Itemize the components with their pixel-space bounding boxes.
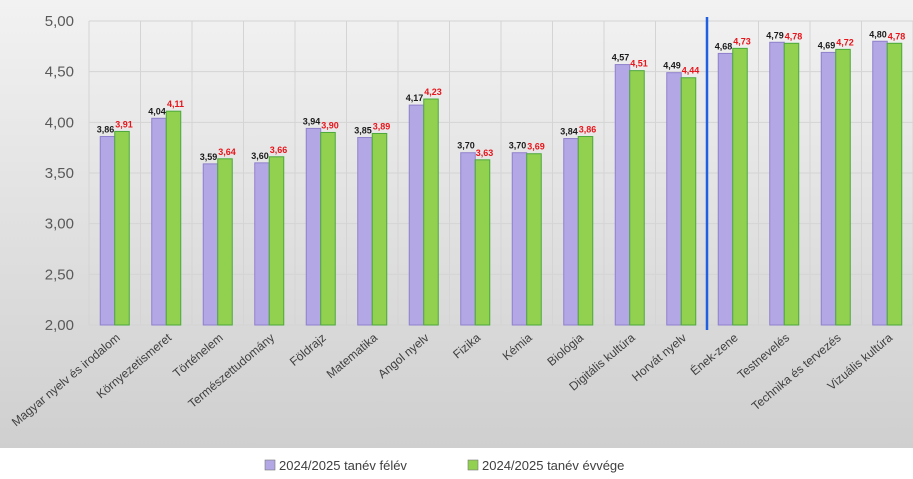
y-tick-label: 3,00 <box>45 216 74 233</box>
data-label-felev: 4,68 <box>715 41 733 51</box>
y-tick-label: 2,50 <box>45 266 74 283</box>
data-label-felev: 3,60 <box>251 151 269 161</box>
data-label-felev: 3,84 <box>560 127 578 137</box>
data-label-felev: 3,70 <box>457 141 475 151</box>
data-label-evvege: 4,11 <box>167 99 184 109</box>
data-label-evvege: 3,64 <box>218 147 236 157</box>
bar-evvege <box>423 98 439 326</box>
legend-item-felev: 2024/2025 tanév félév <box>279 458 407 473</box>
data-label-felev: 4,79 <box>766 30 784 40</box>
data-label-evvege: 3,66 <box>270 145 288 155</box>
y-tick-label: 4,00 <box>45 114 74 131</box>
bar-evvege <box>217 158 233 326</box>
bar-felev <box>511 152 528 326</box>
legend-swatch <box>467 459 479 471</box>
bar-evvege <box>526 153 542 326</box>
data-label-felev: 3,59 <box>200 152 218 162</box>
data-label-felev: 4,04 <box>148 106 166 116</box>
legend-swatch <box>264 459 276 471</box>
data-label-felev: 4,49 <box>663 61 681 71</box>
bar-evvege <box>732 47 748 326</box>
bar-evvege <box>165 110 182 326</box>
bar-felev <box>769 41 785 326</box>
bar-evvege <box>783 42 800 326</box>
bar-felev <box>820 51 837 326</box>
data-label-evvege: 3,63 <box>476 148 494 158</box>
data-label-felev: 3,70 <box>509 141 527 151</box>
bar-evvege <box>886 42 903 326</box>
data-label-felev: 3,85 <box>354 126 372 136</box>
bar-evvege <box>371 132 388 326</box>
legend-item-evvege: 2024/2025 tanév évvége <box>482 458 624 473</box>
data-label-evvege: 4,78 <box>888 31 906 41</box>
bar-evvege <box>629 70 645 326</box>
y-tick-label: 5,00 <box>45 13 74 30</box>
data-label-felev: 4,57 <box>612 53 630 63</box>
bar-felev <box>202 163 219 326</box>
data-label-evvege: 4,72 <box>836 37 854 47</box>
bar-felev <box>717 52 734 326</box>
bar-evvege <box>268 156 285 326</box>
y-tick-label: 4,50 <box>45 64 74 81</box>
bar-felev <box>666 72 682 326</box>
bar-evvege <box>320 131 336 326</box>
data-label-felev: 4,80 <box>869 29 887 39</box>
bar-felev <box>460 152 476 326</box>
bar-felev <box>305 127 322 326</box>
data-label-felev: 4,69 <box>818 40 836 50</box>
data-label-evvege: 4,73 <box>733 36 751 46</box>
bar-felev <box>151 117 167 326</box>
data-label-evvege: 3,69 <box>527 142 545 152</box>
bar-evvege <box>114 130 130 326</box>
data-label-evvege: 4,44 <box>682 66 700 76</box>
bar-evvege <box>680 77 697 326</box>
bar-evvege <box>835 48 851 326</box>
bar-evvege <box>474 159 491 326</box>
data-label-evvege: 3,89 <box>373 121 391 131</box>
bar-felev <box>408 104 425 326</box>
bar-felev <box>254 162 270 326</box>
bar-felev <box>872 40 888 326</box>
data-label-felev: 3,94 <box>303 116 321 126</box>
data-label-evvege: 4,51 <box>630 59 648 69</box>
data-label-felev: 4,17 <box>406 93 424 103</box>
y-tick-label: 2,00 <box>45 317 74 334</box>
bar-felev <box>357 137 373 326</box>
data-label-evvege: 3,86 <box>579 125 597 135</box>
bar-felev <box>614 64 631 326</box>
data-label-evvege: 3,90 <box>321 120 339 130</box>
data-label-evvege: 4,23 <box>424 87 442 97</box>
y-tick-label: 3,50 <box>45 165 74 182</box>
bar-felev <box>563 138 579 326</box>
data-label-felev: 3,86 <box>97 125 115 135</box>
data-label-evvege: 3,91 <box>115 119 133 129</box>
data-label-evvege: 4,78 <box>785 31 803 41</box>
bar-felev <box>99 136 116 326</box>
bar-evvege <box>577 136 594 326</box>
